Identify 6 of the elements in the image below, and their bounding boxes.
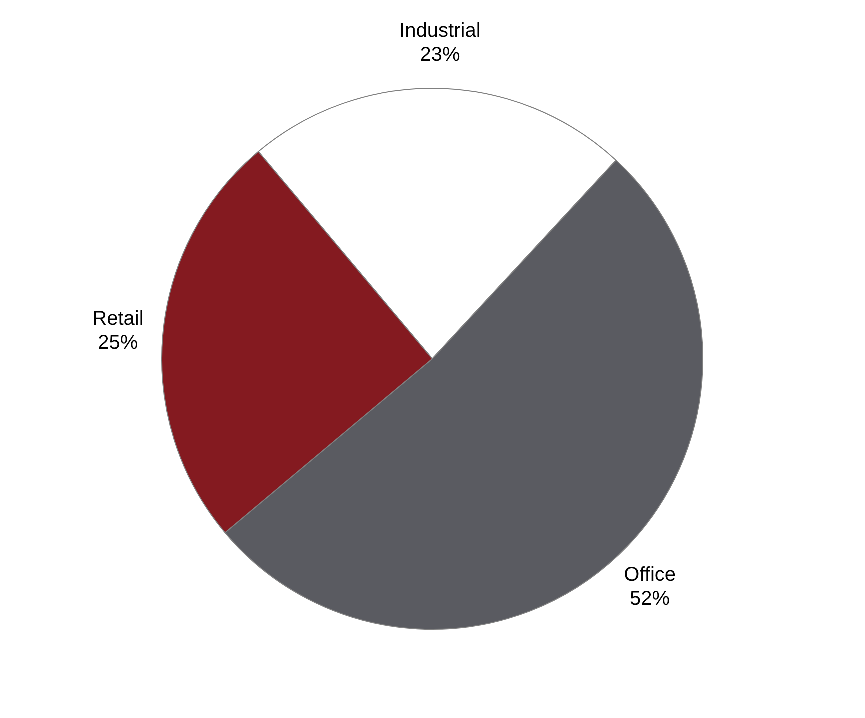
- slice-label: Office: [624, 564, 676, 586]
- data-label: 52%: [630, 588, 670, 610]
- slice-label: Retail: [92, 308, 144, 330]
- data-label: 25%: [98, 332, 138, 354]
- slice-label: Industrial: [400, 20, 481, 42]
- data-label: 23%: [420, 44, 460, 66]
